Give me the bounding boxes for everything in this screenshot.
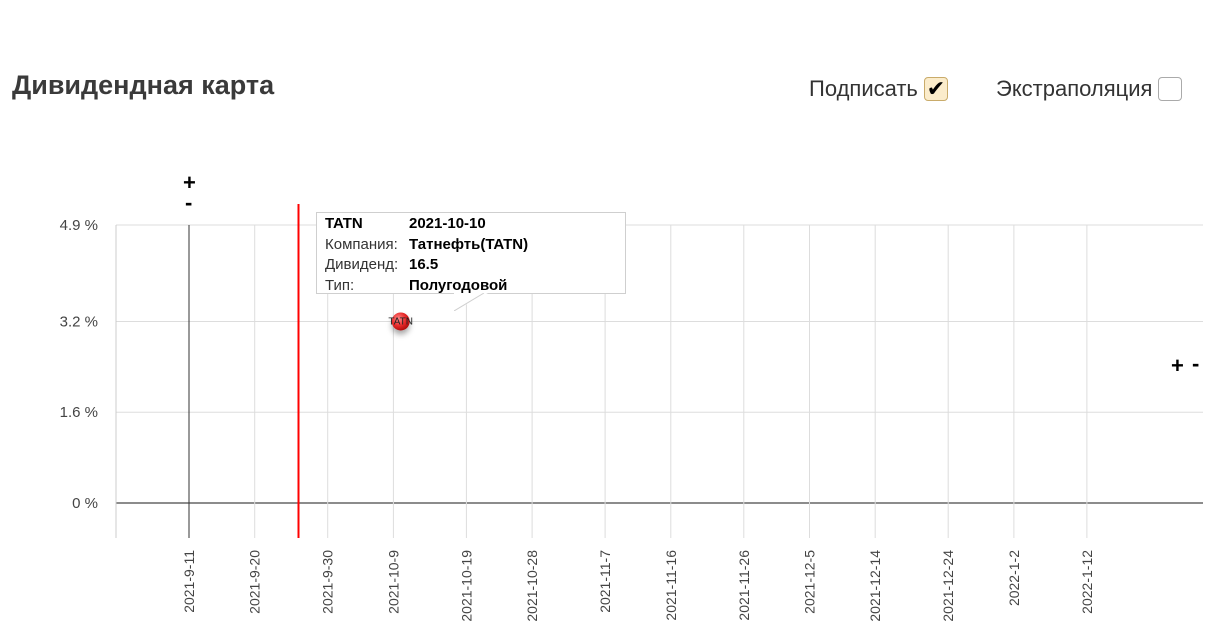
tooltip-type: Полугодовой	[409, 276, 508, 294]
x-zoom-in-button[interactable]: +	[1171, 353, 1184, 378]
x-tick-label: 2021-9-11	[181, 550, 197, 613]
x-zoom-out-button[interactable]: -	[1192, 351, 1200, 376]
label-option[interactable]: Подписать ✔	[809, 74, 948, 104]
point-tooltip: TATN 2021-10-10 Компания: Татнефть(TATN)…	[316, 212, 626, 294]
tooltip-dividend-label: Дивиденд:	[325, 256, 399, 273]
y-tick-label: 4.9 %	[60, 217, 98, 234]
tooltip-company-label: Компания:	[325, 235, 398, 253]
x-tick-label: 2021-12-5	[802, 550, 818, 614]
extrapolation-option[interactable]: Экстраполяция	[996, 74, 1183, 104]
tooltip-date: 2021-10-10	[409, 215, 486, 232]
label-option-text: Подписать	[809, 76, 918, 101]
x-tick-label: 2021-11-7	[597, 550, 613, 613]
x-tick-label: 2021-9-20	[247, 550, 263, 614]
check-icon: ✔	[926, 76, 946, 101]
x-tick-label: 2022-1-12	[1079, 550, 1095, 614]
tooltip-company: Татнефть(TATN)	[409, 235, 529, 253]
tooltip-type-label: Тип:	[325, 276, 355, 294]
y-zoom-out-button[interactable]: -	[185, 190, 193, 215]
tooltip-dividend: 16.5	[409, 256, 439, 273]
x-tick-label: 2021-10-28	[524, 550, 540, 622]
x-tick-label: 2021-9-30	[320, 550, 336, 614]
x-tick-label: 2021-11-26	[736, 550, 752, 621]
tooltip-pointer	[454, 293, 488, 311]
x-tick-label: 2021-12-24	[940, 550, 956, 622]
x-tick-label: 2021-12-14	[867, 550, 883, 622]
data-point-tatn[interactable]	[391, 312, 410, 331]
page-title: Дивидендная карта	[12, 70, 275, 100]
x-tick-label: 2021-11-16	[663, 550, 679, 621]
tooltip-ticker: TATN	[325, 215, 363, 232]
data-point-label: TATN	[388, 316, 413, 327]
extrapolation-option-text: Экстраполяция	[996, 76, 1153, 101]
x-tick-label: 2022-1-2	[1006, 550, 1022, 606]
y-tick-label: 1.6 %	[60, 404, 98, 421]
x-tick-label: 2021-10-9	[385, 550, 401, 614]
y-tick-label: 3.2 %	[60, 313, 98, 330]
extrapolation-checkbox[interactable]	[1158, 77, 1183, 101]
label-checkbox[interactable]: ✔	[923, 76, 948, 101]
x-tick-label: 2021-10-19	[458, 550, 474, 622]
y-zoom-in-button[interactable]: +	[183, 170, 196, 195]
y-tick-label: 0 %	[72, 495, 98, 512]
